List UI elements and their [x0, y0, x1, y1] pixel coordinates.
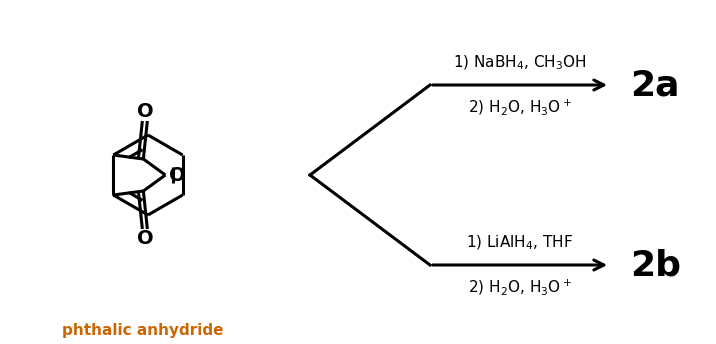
Text: 2) H$_2$O, H$_3$O$^+$: 2) H$_2$O, H$_3$O$^+$	[468, 277, 572, 297]
Text: O: O	[137, 101, 154, 120]
Text: O: O	[137, 229, 154, 248]
Text: 1) NaBH$_4$, CH$_3$OH: 1) NaBH$_4$, CH$_3$OH	[453, 54, 587, 72]
Text: 1) LiAlH$_4$, THF: 1) LiAlH$_4$, THF	[466, 234, 574, 252]
Text: 2) H$_2$O, H$_3$O$^+$: 2) H$_2$O, H$_3$O$^+$	[468, 97, 572, 117]
Text: phthalic anhydride: phthalic anhydride	[62, 323, 223, 337]
Text: 2b: 2b	[630, 248, 681, 282]
Text: 2a: 2a	[630, 68, 679, 102]
Text: O: O	[169, 165, 185, 184]
